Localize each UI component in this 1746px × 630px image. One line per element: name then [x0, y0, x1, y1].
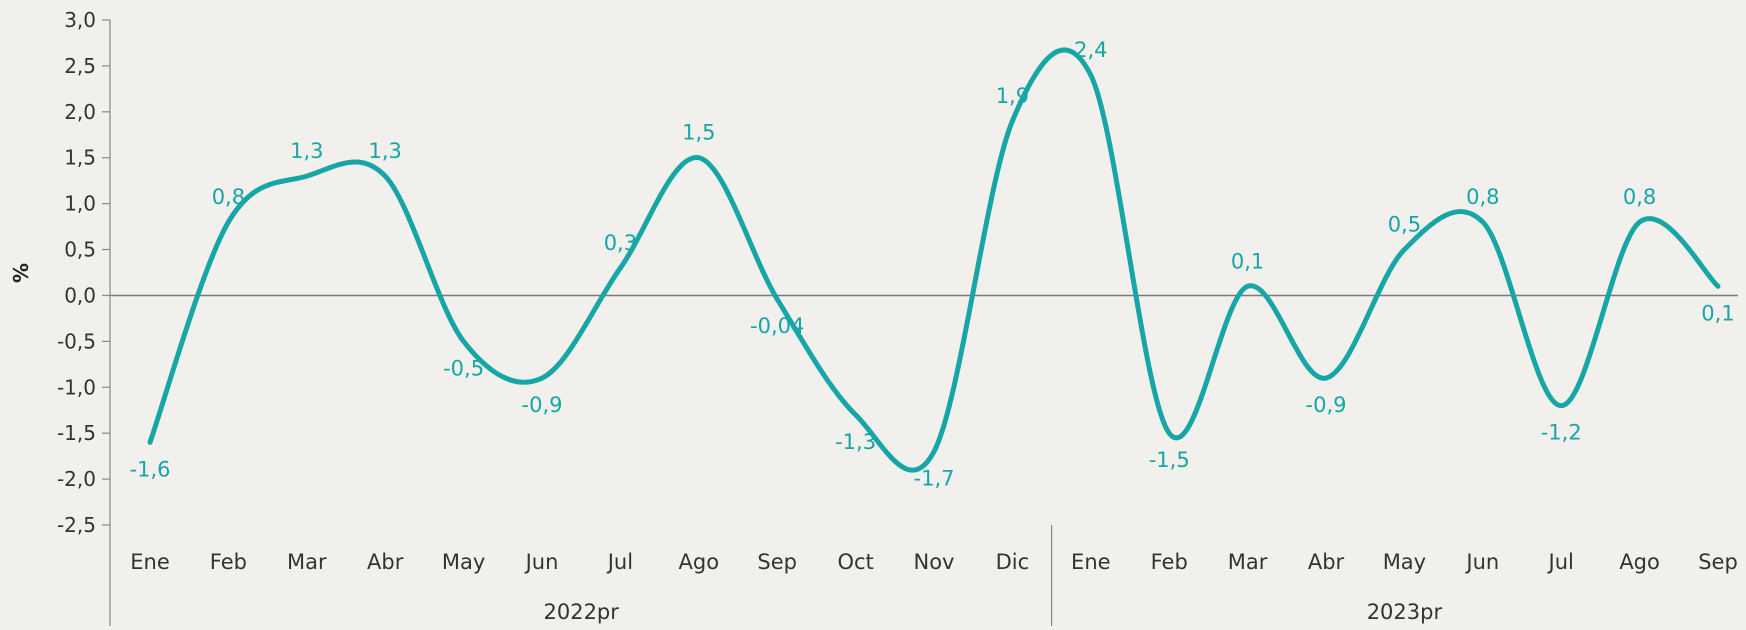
- y-tick-label: -1,0: [57, 375, 96, 399]
- data-label: 0,1: [1701, 301, 1734, 325]
- y-tick-label: -2,5: [57, 513, 96, 537]
- data-label: -1,3: [835, 430, 876, 454]
- data-label: 0,5: [1388, 213, 1421, 237]
- x-tick-label: Nov: [914, 550, 955, 574]
- y-axis-title: %: [9, 263, 33, 283]
- x-tick-label: Ene: [1071, 550, 1111, 574]
- y-tick-label: 2,5: [64, 54, 96, 78]
- x-tick-label: Ene: [130, 550, 170, 574]
- x-tick-label: Sep: [757, 550, 797, 574]
- axes-layer: 3,0 2,5 2,0 1,5 1,0 0,5 0,0 -0,5 -1,0 -1,5 -2,0 -2,…: [57, 8, 1738, 626]
- x-tick-label: Abr: [1308, 550, 1345, 574]
- data-label: 0,3: [604, 231, 637, 255]
- x-group-label: 2023pr: [1367, 600, 1443, 624]
- data-label: 0,1: [1231, 249, 1264, 273]
- y-tick-label: 0,0: [64, 283, 96, 307]
- x-tick-label: Ago: [1619, 550, 1660, 574]
- data-label: 1,9: [996, 84, 1029, 108]
- x-tick-label: Sep: [1698, 550, 1738, 574]
- x-tick-label: Jul: [1547, 550, 1574, 574]
- y-tick-label: 2,0: [64, 100, 96, 124]
- series-layer: [147, 47, 1721, 473]
- x-tick-label: May: [442, 550, 485, 574]
- y-tick-label: -0,5: [57, 329, 96, 353]
- x-tick-label: Mar: [1228, 550, 1268, 574]
- data-labels-layer: -1,6 0,8 1,3 1,3 -0,5 -0,9 0,3 1,5 -0,04 -1,3 -1,7…: [130, 38, 1735, 490]
- data-label: 1,3: [368, 139, 401, 163]
- x-tick-label: Mar: [287, 550, 327, 574]
- x-tick-label: Oct: [837, 550, 873, 574]
- x-tick-label: Jun: [524, 550, 559, 574]
- y-tick-label: -2,0: [57, 467, 96, 491]
- data-label: 1,5: [682, 121, 715, 145]
- data-label: 1,3: [290, 139, 323, 163]
- data-label: 0,8: [1623, 185, 1656, 209]
- data-label: -1,7: [914, 467, 955, 491]
- y-tick-label: 1,5: [64, 146, 96, 170]
- data-label: 2,4: [1074, 38, 1107, 62]
- y-tick-label: 0,5: [64, 238, 96, 262]
- x-tick-label: Feb: [210, 550, 247, 574]
- x-group-label: 2022pr: [543, 600, 619, 624]
- x-tick-label: Jun: [1464, 550, 1499, 574]
- x-tick-label: Abr: [367, 550, 404, 574]
- data-label: -1,6: [130, 457, 171, 481]
- y-tick-label: -1,5: [57, 421, 96, 445]
- data-label: -0,04: [750, 314, 804, 338]
- data-label: -1,5: [1149, 448, 1190, 472]
- x-tick-label: Jul: [606, 550, 633, 574]
- data-label: -1,2: [1541, 421, 1582, 445]
- y-tick-label: 3,0: [64, 8, 96, 32]
- data-label: -0,9: [522, 393, 563, 417]
- x-tick-label: Ago: [679, 550, 720, 574]
- series-line: [147, 47, 1721, 473]
- y-tick-label: 1,0: [64, 192, 96, 216]
- x-tick-label: Feb: [1151, 550, 1188, 574]
- data-label: 0,8: [212, 185, 245, 209]
- x-tick-label: May: [1383, 550, 1426, 574]
- data-label: -0,5: [443, 356, 484, 380]
- x-tick-label: Dic: [996, 550, 1030, 574]
- data-label: 0,8: [1466, 185, 1499, 209]
- data-label: -0,9: [1306, 393, 1347, 417]
